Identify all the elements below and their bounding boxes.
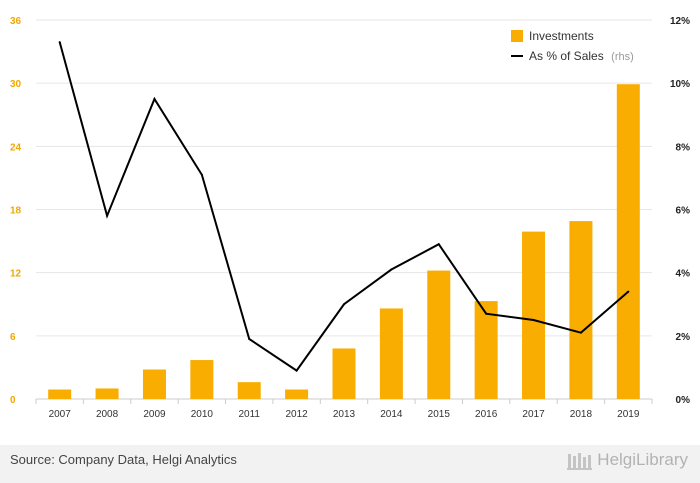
line-point [437,243,440,246]
right-tick-label: 10% [670,79,690,90]
x-tick-label: 2012 [285,409,308,420]
left-tick-label: 0 [10,395,16,406]
line-point [627,290,630,293]
left-tick-label: 36 [10,16,22,27]
x-tick-label: 2011 [238,409,260,420]
helgi-library-logo: HelgiLibrary [567,450,688,470]
legend: Investments As % of Sales (rhs) [511,29,634,64]
bar [474,301,498,399]
x-tick-label: 2016 [475,409,498,420]
x-tick-label: 2009 [143,409,166,420]
x-tick-label: 2017 [522,409,545,420]
line-point [200,173,203,176]
left-tick-label: 6 [10,332,16,343]
line-point [579,331,582,334]
bar [285,389,309,399]
right-tick-label: 4% [676,269,691,280]
line-point [485,312,488,315]
left-tick-label: 12 [10,269,22,280]
bar [569,221,593,399]
bar [142,369,166,399]
right-axis: 0% 2% 4% 6% 8% 10% 12% [670,16,690,406]
right-tick-label: 8% [676,142,691,153]
bar [95,388,119,399]
line-point [106,214,109,217]
x-tick-label: 2010 [191,409,214,420]
x-tick-label: 2007 [49,409,72,420]
line-point [390,268,393,271]
x-tick-label: 2008 [96,409,119,420]
right-tick-label: 12% [670,16,690,27]
bar [48,389,72,399]
brand-name: HelgiLibrary [597,450,688,469]
x-tick-label: 2013 [333,409,356,420]
gridlines [36,19,652,400]
line-point [58,41,61,44]
legend-label-as-percent-of-sales: As % of Sales (rhs) [529,47,634,64]
bar [522,231,546,399]
bar [190,360,214,399]
bar [379,308,403,399]
line-series-as-percent-of-sales [58,41,630,372]
bar [616,84,640,399]
bar-series-investments [48,84,640,399]
left-tick-label: 18 [10,206,22,217]
line-point [343,303,345,306]
x-tick-label: 2015 [428,409,451,420]
bar [427,270,451,399]
bar [332,348,356,399]
x-tick-label: 2014 [380,409,403,420]
source-note: Source: Company Data, Helgi Analytics [10,452,237,467]
line-point [295,369,298,372]
library-building-icon [567,453,593,470]
x-tick-label: 2018 [570,409,593,420]
footer: Source: Company Data, Helgi Analytics He… [0,445,700,483]
left-tick-label: 24 [10,142,22,153]
left-tick-label: 30 [10,79,22,90]
line-point [153,97,156,100]
legend-swatch-investments [511,30,523,42]
right-tick-label: 6% [676,206,691,217]
left-axis: 0 6 12 18 24 30 36 [10,16,22,406]
line-point [248,337,251,340]
bar [237,382,261,399]
x-axis: 2007 2008 2009 2010 2011 2012 2013 2014 2015 2016… [35,399,653,420]
right-tick-label: 0% [676,395,691,406]
line-point [532,319,535,322]
x-tick-label: 2019 [617,409,640,420]
legend-label-investments: Investments [529,29,594,43]
right-tick-label: 2% [676,332,691,343]
